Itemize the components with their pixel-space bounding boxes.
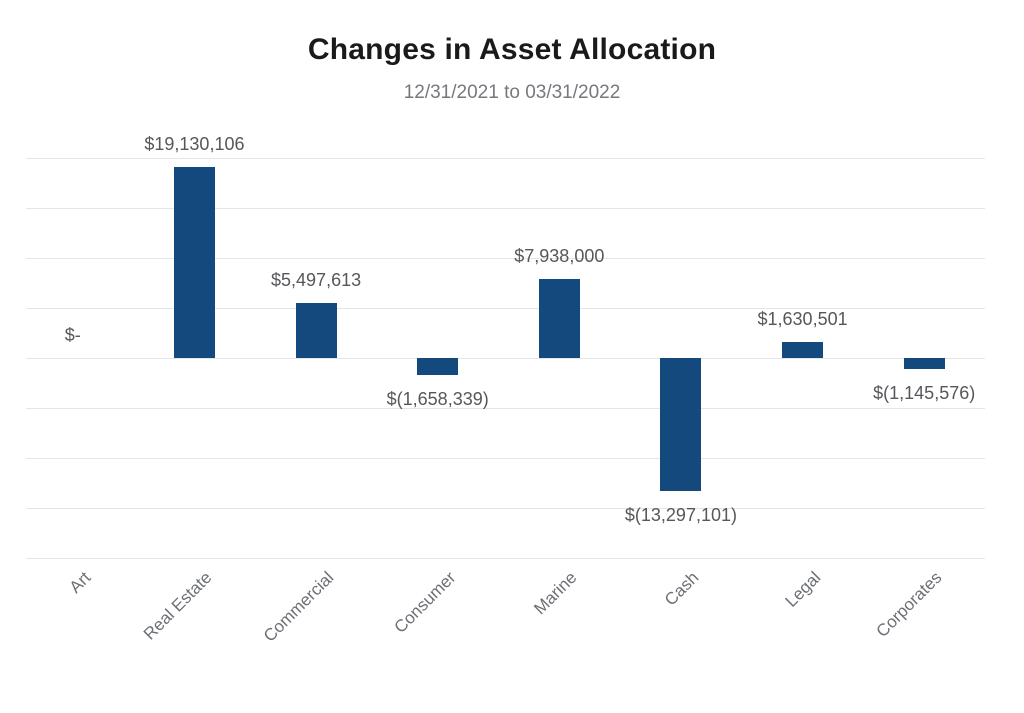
gridline [26,407,985,409]
data-label: $- [64,325,81,345]
gridline [26,207,985,209]
plot-area: $- Art $19,130,106 Real Estate $5,497,613 Com… [12,134,985,646]
gridline [26,257,985,259]
bar-legal [782,341,824,358]
gridline [26,357,985,359]
data-label: $5,497,613 [271,270,362,291]
bar-commercial [295,303,337,358]
data-label: $7,938,000 [514,245,605,266]
chart-subtitle: 12/31/2021 to 03/31/2022 [403,82,621,103]
gridline [26,307,985,309]
bar-corporates [903,358,945,370]
bar-cash [660,358,702,491]
chart-title: Changes in Asset Allocation [307,33,717,66]
bar-real-estate [173,166,215,358]
gridline [26,157,985,159]
gridline [26,507,985,509]
gridline [26,557,985,559]
data-label: $19,130,106 [144,133,245,154]
data-label: $1,630,501 [757,308,848,329]
data-label: $(1,658,339) [386,388,489,409]
data-label: $(1,145,576) [873,383,976,404]
bar-marine [538,278,580,358]
gridline [26,457,985,459]
bar-consumer [417,358,459,375]
data-label: $(13,297,101) [624,504,737,525]
